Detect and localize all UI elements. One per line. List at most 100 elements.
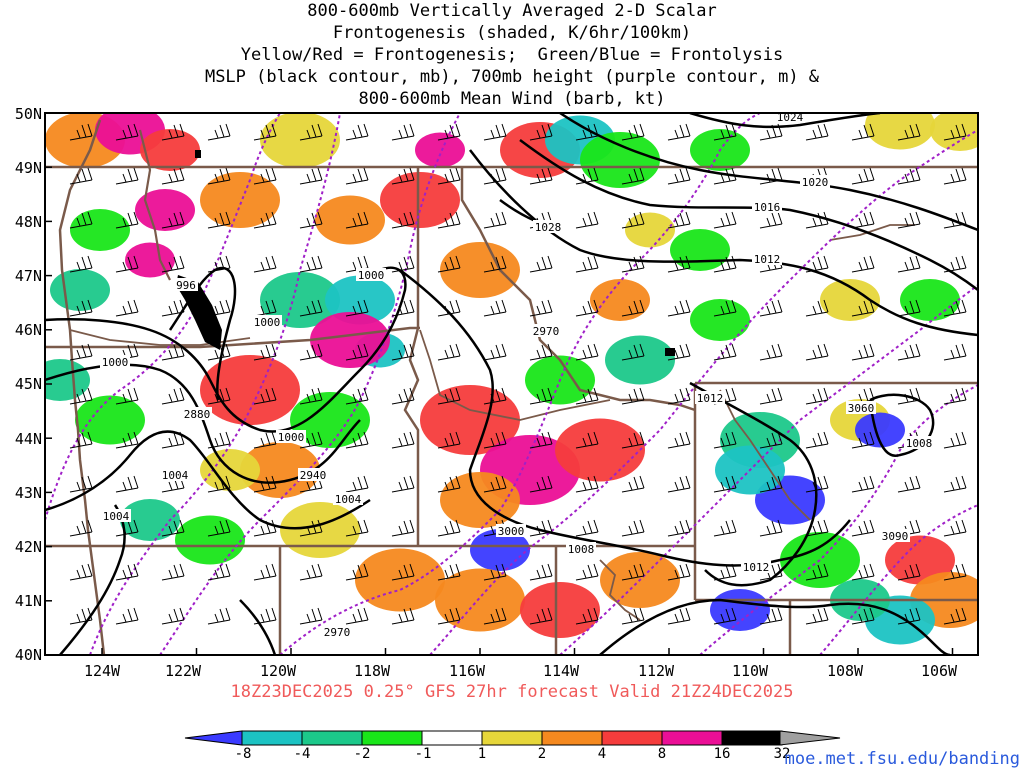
label-1008: 1008 [566,542,596,556]
coastline [58,119,106,655]
wind-barb [69,607,93,625]
mslp-contour-1004-b [59,504,126,655]
wind-barb [805,343,829,361]
lon-label: 112W [637,662,675,680]
wind-barb [529,607,553,625]
wind-barb [713,475,737,493]
wind-barb [161,299,185,317]
wind-barb [713,299,737,317]
label-1000-c: 1000 [100,355,130,369]
wind-barb [759,343,783,361]
wind-barb [437,343,461,361]
lat-label: 40N [14,646,42,664]
frontogenesis-shade [315,195,385,245]
lon-label: 124W [83,662,121,680]
wind-barb [345,211,369,229]
svg-text:2880: 2880 [184,408,211,421]
wind-barb [575,343,599,361]
frontogenesis-shade [280,502,360,558]
frontogenesis-shade [690,299,750,341]
mslp-contour-1000-a [45,266,407,433]
colorbar-tick: 16 [713,746,731,762]
wind-barb [667,343,691,361]
label-3000: 3000 [496,524,526,538]
wind-barb [575,607,599,625]
wind-barb [115,431,139,449]
wind-barb [253,343,277,361]
svg-text:1004: 1004 [162,469,189,482]
frontogenesis-shade [310,312,390,368]
lat-label: 47N [14,267,42,285]
wind-barb [667,387,691,405]
wind-barb [759,519,783,537]
wind-barb [805,519,829,537]
wind-barb [575,167,599,185]
wind-barb [851,123,875,141]
wind-barb [667,211,691,229]
wind-barb [851,299,875,317]
colorbar [184,730,841,746]
wind-barb [575,387,599,405]
wind-barb [805,563,829,581]
wind-barb [805,211,829,229]
wind-barb [299,343,323,361]
lat-label: 45N [14,375,42,393]
wind-barb [667,563,691,581]
wind-barb [391,255,415,273]
colorbar-cell [241,730,303,746]
wind-barb [69,387,93,405]
wind-barb [943,255,967,273]
wind-barb [391,607,415,625]
wind-barb [253,299,277,317]
frontogenesis-shade [435,568,525,632]
colorbar-tick: 4 [597,746,607,762]
svg-text:1000: 1000 [254,316,281,329]
wind-barb [391,211,415,229]
wind-barb [805,255,829,273]
label-1016: 1016 [752,200,782,214]
wind-barb [759,387,783,405]
frontogenesis-shade [175,515,245,565]
frontogenesis-shade [50,269,110,311]
svg-text:1008: 1008 [906,437,933,450]
wind-barb [529,519,553,537]
wind-barb [253,387,277,405]
wind-barb [483,299,507,317]
wind-barb [299,299,323,317]
frontogenesis-shade [380,172,460,228]
source-credit-link[interactable]: moe.met.fsu.edu/banding [784,749,1020,769]
wind-barb [851,519,875,537]
title-line-2: Frontogenesis (shaded, K/6hr/100km) [332,23,692,43]
frontogenesis-shade [355,548,445,612]
wind-barb [253,519,277,537]
frontogenesis-shade [125,242,175,278]
wind-barb [483,255,507,273]
frontogenesis-shade [710,589,770,631]
colorbar-tick: 2 [537,746,547,762]
wind-barb [299,167,323,185]
wind-barb [161,519,185,537]
wind-barb [667,607,691,625]
height-contour-2940 [159,113,461,655]
wind-barb [207,299,231,317]
wind-barb [575,519,599,537]
puget-sound [138,129,171,281]
wind-barb [621,123,645,141]
wind-barb [575,123,599,141]
wind-barb [621,475,645,493]
wind-barb [161,431,185,449]
svg-text:1004: 1004 [335,493,362,506]
frontogenesis-shade [670,229,730,271]
wind-barb [943,475,967,493]
wind-barb [115,563,139,581]
label-1000-a: 1000 [356,268,386,282]
low-pressure-center [176,275,222,350]
colorbar-tick: -4 [293,746,311,762]
svg-text:1012: 1012 [697,392,724,405]
wind-barb [943,519,967,537]
frontogenesis-shade [75,395,145,445]
wind-barb [851,343,875,361]
wind-barb [299,211,323,229]
wind-barb [529,167,553,185]
wind-barb [529,255,553,273]
